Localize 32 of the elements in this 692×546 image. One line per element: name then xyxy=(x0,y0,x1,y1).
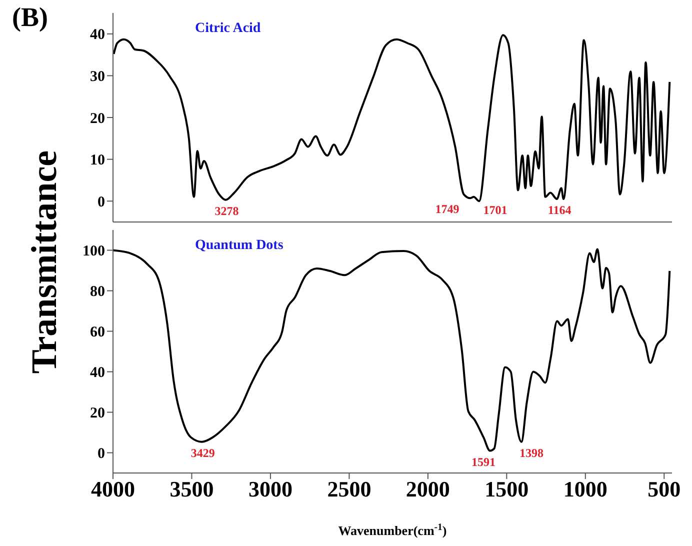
y-tick-label: 20 xyxy=(90,110,105,127)
y-tick-label: 0 xyxy=(98,194,105,210)
text: Citric Acid xyxy=(195,21,261,37)
text: (B) xyxy=(12,2,48,33)
y-tick-label: 100 xyxy=(82,244,105,260)
text: Quantum Dots xyxy=(195,238,284,254)
y-tick-label: 30 xyxy=(90,69,105,86)
y-tick-label: 0 xyxy=(98,446,105,462)
annotation: 1398 xyxy=(518,446,545,461)
line-series xyxy=(113,34,671,202)
annotation: 1749 xyxy=(434,202,460,218)
x-tick-label: 1500 xyxy=(484,476,529,502)
y-axis-title: Transmittance xyxy=(23,150,65,374)
annotation: 1701 xyxy=(482,203,508,218)
y-tick-label: 80 xyxy=(90,284,105,300)
y-tick-label: 40 xyxy=(90,365,105,382)
annotation: 1164 xyxy=(546,203,572,218)
x-tick-label: 1000 xyxy=(563,476,608,502)
x-tick-label: 2000 xyxy=(406,476,450,502)
y-tick-label: 40 xyxy=(90,27,105,44)
y-tick-label: 20 xyxy=(90,406,105,422)
x-axis-title: Wavenumber(cm$^{-1}$) xyxy=(338,522,447,538)
x-tick-label: 2500 xyxy=(327,476,372,502)
annotation: 1591 xyxy=(470,454,497,470)
x-tick-label: 500 xyxy=(648,476,681,502)
x-tick-label: 3500 xyxy=(170,476,214,502)
annotation: 3429 xyxy=(190,446,216,461)
x-tick-label: 3000 xyxy=(248,476,292,502)
annotation: 3278 xyxy=(214,204,240,219)
y-tick-label: 10 xyxy=(90,152,105,169)
y-tick-label: 60 xyxy=(90,324,105,341)
x-tick-label: 4000 xyxy=(91,476,135,502)
